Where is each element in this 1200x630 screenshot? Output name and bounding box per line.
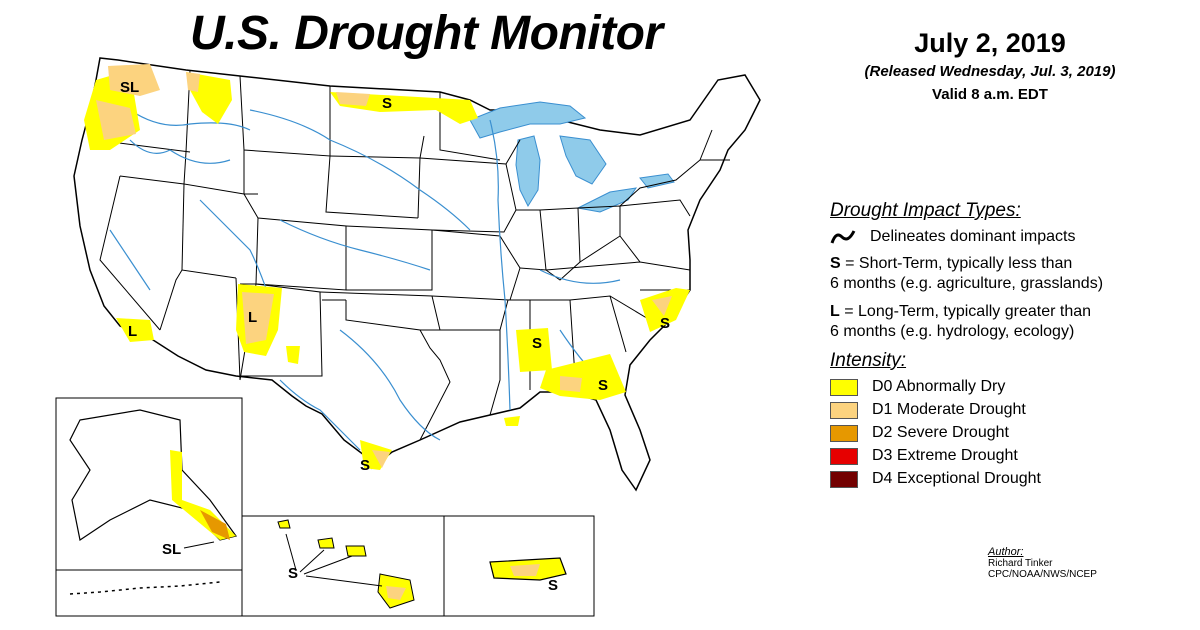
intensity-swatch <box>830 378 858 396</box>
intensity-swatch <box>830 401 858 419</box>
author-block: Author: Richard Tinker CPC/NOAA/NWS/NCEP <box>988 546 1097 580</box>
long-term-text: L = Long-Term, typically greater than 6 … <box>830 303 1092 340</box>
intensity-item: D3 Extreme Drought <box>830 447 1190 465</box>
intensity-label: D2 Severe Drought <box>872 424 1009 441</box>
aleutian-chain <box>69 581 221 595</box>
label-s-nc: S <box>660 315 670 332</box>
author-org: CPC/NOAA/NWS/NCEP <box>988 569 1097 580</box>
intensity-item: D4 Exceptional Drought <box>830 470 1190 488</box>
hawaii-d1 <box>386 586 406 600</box>
label-s-ms: S <box>532 335 542 352</box>
alaska-drought <box>170 450 236 540</box>
map-date: July 2, 2019 <box>914 28 1066 58</box>
intensity-swatch <box>830 470 858 488</box>
release-note: (Released Wednesday, Jul. 3, 2019) <box>864 63 1116 80</box>
lake-michigan <box>515 135 541 208</box>
intensity-label: D0 Abnormally Dry <box>872 378 1006 395</box>
intensity-label: D3 Extreme Drought <box>872 447 1018 464</box>
author-label: Author: <box>988 546 1024 558</box>
lake-superior <box>469 101 587 139</box>
intensity-label: D4 Exceptional Drought <box>872 470 1041 487</box>
intensity-swatch <box>830 447 858 465</box>
author-name: Richard Tinker <box>988 558 1053 569</box>
drought-areas <box>84 64 690 470</box>
label-s-ga: S <box>598 377 608 394</box>
hawaii-inset <box>241 515 445 617</box>
label-sl-nw: SL <box>120 79 139 96</box>
squiggle-icon <box>830 230 856 244</box>
delineates-row: Delineates dominant impacts <box>830 228 1190 246</box>
valid-time: Valid 8 a.m. EDT <box>932 86 1048 103</box>
label-sl-ak: SL <box>162 541 181 558</box>
intensity-list: D0 Abnormally Dry D1 Moderate Drought D2 S… <box>830 378 1190 488</box>
map-title: U.S. Drought Monitor <box>190 7 663 60</box>
legend: Drought Impact Types: Delineates dominan… <box>830 200 1190 493</box>
impact-heading: Drought Impact Types: <box>830 200 1021 221</box>
drought-map: SL S L L S S S S SL S S <box>55 57 761 617</box>
label-l-ca: L <box>128 323 137 340</box>
label-s-hi: S <box>288 565 298 582</box>
hawaii-leaders <box>285 533 383 587</box>
intensity-item: D2 Severe Drought <box>830 424 1190 442</box>
date-block: July 2, 2019 (Released Wednesday, Jul. 3… <box>820 28 1160 103</box>
intensity-item: D0 Abnormally Dry <box>830 378 1190 396</box>
intensity-swatch <box>830 424 858 442</box>
aleutian-inset <box>55 569 243 617</box>
label-s-tx: S <box>360 457 370 474</box>
lake-erie <box>576 187 638 213</box>
label-s-pr: S <box>548 577 558 594</box>
intensity-item: D1 Moderate Drought <box>830 401 1190 419</box>
alaska-drought-2 <box>200 510 230 540</box>
label-l-nm: L <box>248 309 257 326</box>
delineates-text: Delineates dominant impacts <box>870 228 1076 245</box>
rivers <box>109 109 621 451</box>
intensity-heading: Intensity: <box>830 350 907 371</box>
lake-ontario <box>639 173 675 189</box>
short-term-text: S = Short-Term, typically less than 6 mo… <box>830 255 1104 292</box>
ak-leader <box>183 541 215 549</box>
puerto-rico-d1 <box>510 564 540 576</box>
label-s-nd: S <box>382 95 392 112</box>
lake-huron <box>559 135 607 185</box>
intensity-label: D1 Moderate Drought <box>872 401 1026 418</box>
